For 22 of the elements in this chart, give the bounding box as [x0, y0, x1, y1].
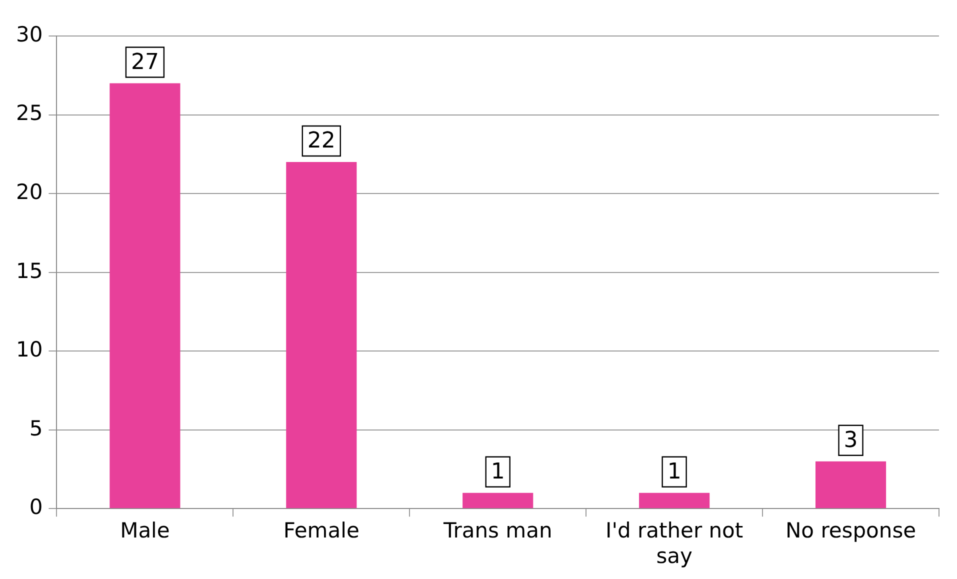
- data-label: 1: [490, 460, 505, 485]
- x-tick-label: Male: [120, 518, 170, 543]
- y-tick-label: 25: [16, 101, 43, 126]
- bar: [110, 83, 180, 508]
- y-tick-label: 15: [16, 258, 43, 283]
- y-tick-label: 30: [16, 22, 43, 46]
- x-tick-label: Trans man: [442, 518, 552, 543]
- bar: [462, 492, 534, 508]
- y-tick-label: 5: [29, 416, 43, 440]
- y-tick-label: 20: [16, 180, 43, 204]
- data-label: 22: [307, 128, 336, 154]
- y-tick-label: 0: [29, 495, 43, 520]
- x-tick-label: Female: [283, 518, 360, 543]
- bar: [815, 461, 886, 508]
- y-tick-label: 10: [16, 338, 43, 362]
- bar: [639, 492, 710, 508]
- data-label: 27: [130, 50, 159, 75]
- data-label: 3: [844, 428, 858, 454]
- bar: [286, 162, 357, 508]
- x-tick-label: No response: [785, 518, 916, 543]
- data-label: 1: [667, 460, 682, 485]
- x-tick-label: I'd rather not say: [605, 518, 744, 568]
